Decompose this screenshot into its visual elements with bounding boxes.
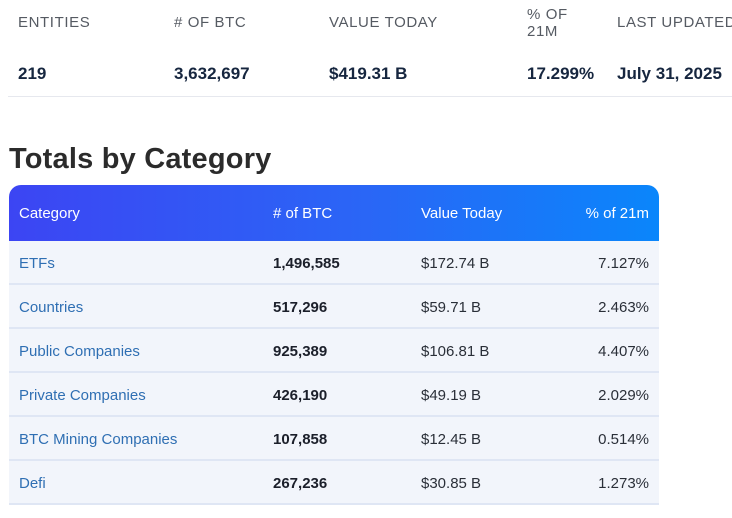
btc-cell: 426,190 — [273, 387, 328, 404]
table-row: ETFs 1,496,585 $172.74 B 7.127% — [9, 241, 659, 285]
pct-21m-value: 17.299% — [527, 64, 595, 83]
category-link[interactable]: Countries — [19, 299, 84, 316]
btc-count-value: 3,632,697 — [174, 64, 250, 83]
category-link[interactable]: Private Companies — [19, 387, 146, 404]
value-cell: $172.74 B — [421, 255, 490, 272]
table-row: Public Companies 925,389 $106.81 B 4.407… — [9, 329, 659, 373]
value-cell: $59.71 B — [421, 299, 482, 316]
pct-21m-label: % OF 21M — [527, 6, 568, 40]
pct-cell: 7.127% — [598, 255, 649, 272]
header-btc[interactable]: # of BTC — [273, 205, 333, 222]
pct-cell: 2.029% — [598, 387, 649, 404]
last-updated-value: July 31, 2025 — [617, 64, 722, 83]
btc-count-label: # OF BTC — [174, 14, 247, 31]
header-category[interactable]: Category — [19, 205, 80, 222]
btc-cell: 107,858 — [273, 431, 328, 448]
pct-cell: 2.463% — [598, 299, 649, 316]
value-cell: $106.81 B — [421, 343, 490, 360]
last-updated-label: LAST UPDATED — [617, 14, 732, 31]
entities-label: ENTITIES — [18, 14, 91, 31]
value-cell: $49.19 B — [421, 387, 482, 404]
pct-cell: 0.514% — [598, 431, 649, 448]
category-link[interactable]: BTC Mining Companies — [19, 431, 178, 448]
btc-cell: 267,236 — [273, 475, 328, 492]
table-row: Defi 267,236 $30.85 B 1.273% — [9, 461, 659, 505]
category-table: Category # of BTC Value Today % of 21m E… — [9, 185, 659, 505]
section-title: Totals by Category — [9, 143, 272, 175]
value-cell: $12.45 B — [421, 431, 482, 448]
table-header: Category # of BTC Value Today % of 21m — [9, 185, 659, 241]
btc-cell: 1,496,585 — [273, 255, 340, 272]
table-row: BTC Mining Companies 107,858 $12.45 B 0.… — [9, 417, 659, 461]
category-link[interactable]: Defi — [19, 475, 46, 492]
category-link[interactable]: ETFs — [19, 255, 55, 272]
pct-cell: 4.407% — [598, 343, 649, 360]
header-value-today[interactable]: Value Today — [421, 205, 503, 222]
category-link[interactable]: Public Companies — [19, 343, 140, 360]
value-today-value: $419.31 B — [329, 64, 408, 83]
btc-cell: 517,296 — [273, 299, 328, 316]
table-row: Countries 517,296 $59.71 B 2.463% — [9, 285, 659, 329]
value-today-label: VALUE TODAY — [329, 14, 438, 31]
table-row: Private Companies 426,190 $49.19 B 2.029… — [9, 373, 659, 417]
summary-bar: ENTITIES 219 # OF BTC 3,632,697 VALUE TO… — [8, 0, 732, 97]
header-pct-21m[interactable]: % of 21m — [585, 205, 649, 222]
entities-value: 219 — [18, 64, 47, 83]
btc-cell: 925,389 — [273, 343, 328, 360]
value-cell: $30.85 B — [421, 475, 482, 492]
pct-cell: 1.273% — [598, 475, 649, 492]
